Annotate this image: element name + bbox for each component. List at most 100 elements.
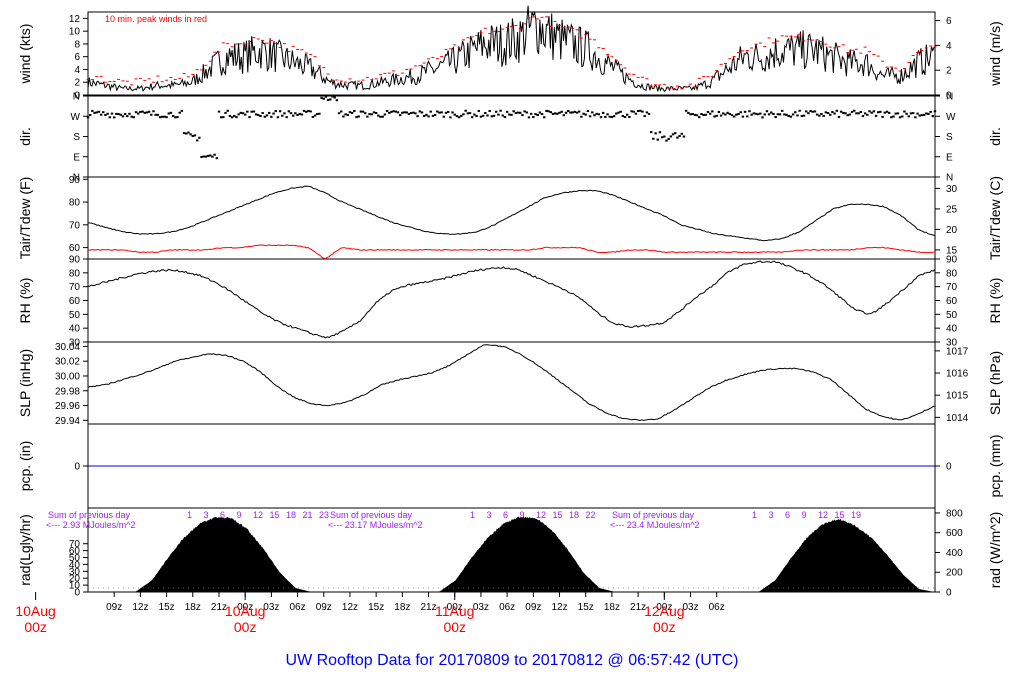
right-tick-label: 0 [946, 91, 952, 102]
wind-direction-mark [97, 110, 101, 113]
right-tick-label: 15 [946, 245, 958, 256]
wind-direction-mark [519, 111, 522, 114]
wind-direction-mark [204, 155, 208, 158]
wind-direction-mark [604, 115, 607, 118]
wind-direction-mark [929, 110, 932, 113]
hour-tick-label: 06z [290, 602, 306, 613]
wind-direction-mark [752, 112, 756, 115]
wind-direction-mark [471, 116, 474, 119]
wind-direction-mark [350, 111, 354, 114]
wind-direction-mark [348, 111, 352, 114]
hour-marker: 12 [818, 510, 828, 520]
wind-direction-mark [783, 113, 786, 116]
wind-direction-mark [628, 115, 631, 118]
right-tick-label: 30 [946, 338, 958, 349]
wind-direction-mark [185, 132, 188, 135]
right-tick-label: 1016 [946, 369, 969, 380]
wind-direction-mark [591, 111, 594, 114]
wind-direction-mark [818, 114, 821, 117]
wind-direction-mark [820, 113, 823, 116]
wind-direction-mark [241, 112, 245, 115]
wind-direction-mark [711, 110, 714, 113]
wind-note: 10 min. peak winds in red [105, 14, 207, 24]
left-tick-label: 70 [69, 282, 81, 293]
wind-direction-mark [667, 137, 670, 140]
left-axis-label: pcp. (in) [17, 441, 33, 492]
wind-direction-mark [737, 113, 740, 116]
wind-direction-mark [477, 109, 480, 112]
wind-direction-mark [837, 115, 841, 118]
wind-direction-mark [108, 116, 112, 119]
wind-direction-mark [414, 112, 417, 115]
right-tick-label: 400 [946, 548, 963, 559]
wind-direction-mark [99, 113, 103, 116]
wind-direction-mark [388, 111, 391, 114]
wind-direction-mark [835, 109, 838, 112]
wind-direction-mark [497, 113, 500, 116]
wind-direction-mark [368, 112, 371, 115]
wind-direction-mark [381, 115, 384, 118]
wind-direction-mark [436, 110, 439, 113]
wind-direction-mark [121, 115, 125, 118]
wind-direction-mark [110, 112, 114, 115]
wind-direction-mark [813, 110, 817, 113]
wind-direction-mark [863, 112, 867, 115]
wind-direction-mark [848, 113, 852, 116]
hour-tick-label: 06z [499, 602, 515, 613]
air-temperature-line [87, 185, 936, 242]
wind-direction-mark [883, 111, 886, 114]
wind-direction-mark [484, 112, 487, 115]
radiation-area [88, 516, 935, 592]
daily-sum-label: Sum of previous day [330, 510, 413, 520]
wind-direction-mark [141, 110, 144, 113]
wind-direction-mark [868, 110, 871, 113]
wind-direction-mark [259, 114, 262, 117]
left-tick-label: 50 [69, 553, 81, 564]
wind-direction-mark [128, 112, 131, 115]
wind-direction-mark [152, 110, 155, 113]
wind-direction-mark [551, 112, 555, 115]
wind-direction-mark [785, 113, 788, 116]
wind-direction-mark [671, 133, 675, 136]
wind-direction-mark [623, 116, 627, 119]
wind-direction-mark [364, 112, 367, 115]
wind-direction-mark [874, 114, 878, 117]
wind-direction-mark [857, 112, 860, 115]
wind-direction-mark [431, 114, 435, 117]
wind-direction-mark [180, 109, 184, 112]
wind-direction-mark [907, 115, 911, 118]
wind-direction-mark [379, 115, 382, 118]
peak-wind-marks [86, 16, 937, 90]
wind-direction-mark [147, 110, 151, 113]
panel-wind: wind (kts) wind (m/s) 0 2 4 6 810 12 0 2 4 6 10 min.… [17, 11, 1003, 102]
wind-direction-mark [88, 114, 92, 117]
wind-direction-mark [481, 114, 485, 117]
wind-direction-mark [658, 131, 662, 134]
wind-direction-mark [630, 110, 633, 113]
wind-direction-mark [776, 113, 780, 116]
wind-direction-mark [510, 113, 513, 116]
wind-direction-mark [807, 112, 810, 115]
wind-direction-mark [145, 111, 149, 114]
wind-direction-mark [916, 112, 919, 115]
wind-direction-mark [503, 116, 507, 119]
pressure-line [87, 344, 936, 422]
wind-direction-mark [750, 113, 753, 116]
wind-direction-mark [896, 112, 900, 115]
wind-direction-mark [586, 110, 590, 113]
wind-direction-mark [885, 110, 889, 113]
wind-direction-mark [460, 114, 463, 117]
wind-direction-mark [296, 114, 299, 117]
hour-marker: 3 [769, 510, 774, 520]
wind-direction-mark [429, 110, 432, 113]
wind-direction-mark [610, 116, 614, 119]
wind-direction-mark [237, 113, 240, 116]
hour-tick-label: 21z [420, 602, 436, 613]
wind-direction-mark [567, 110, 570, 113]
wind-direction-mark [639, 109, 642, 112]
wind-direction-mark [488, 109, 491, 112]
wind-direction-mark [560, 110, 563, 113]
left-axis-label: dir. [17, 127, 33, 146]
